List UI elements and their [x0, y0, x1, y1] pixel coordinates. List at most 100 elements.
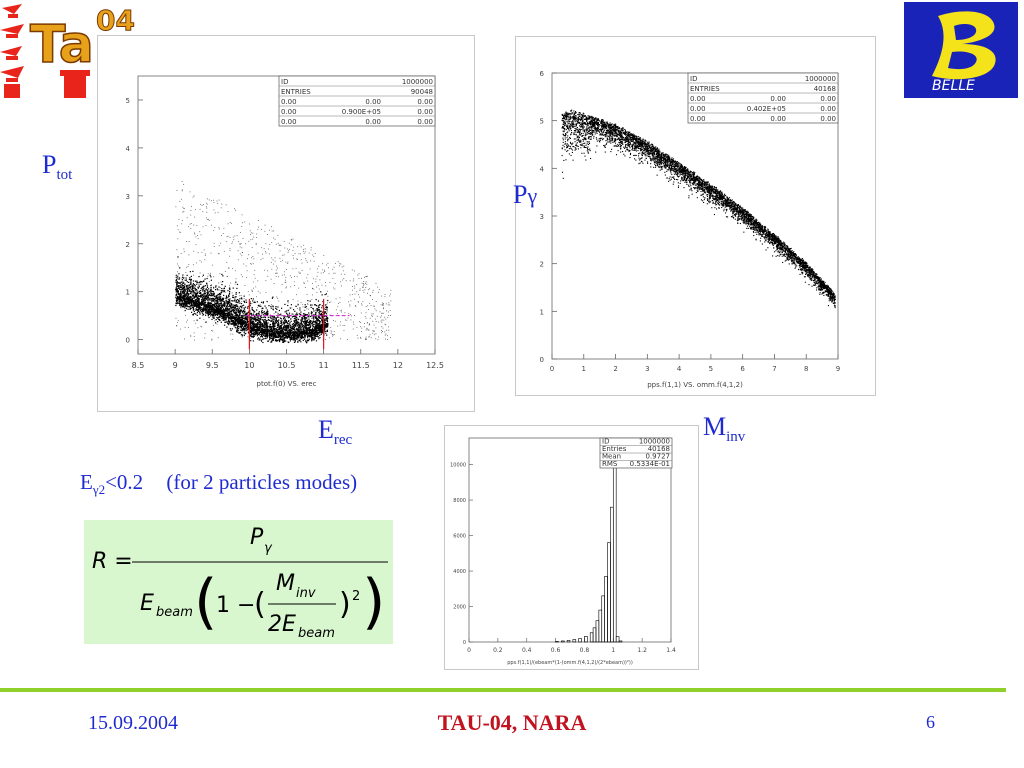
- x-tick-label: 1: [611, 647, 615, 654]
- histogram-bar: [615, 636, 620, 643]
- x-tick-label: 9: [173, 361, 178, 370]
- y-tick-label: 4: [540, 165, 545, 173]
- histogram-bar: [612, 448, 617, 643]
- stats1-cell: 0.00: [281, 118, 297, 126]
- stats3-cell: 1000000: [639, 438, 670, 446]
- minv-label: Minv: [703, 412, 746, 446]
- x-tick-label: 9: [836, 365, 840, 373]
- stats3-cell: RMS: [602, 460, 618, 468]
- y-tick-label: 0: [463, 640, 466, 646]
- footer-conference: TAU-04, NARA: [437, 710, 587, 735]
- stats1-box: [278, 75, 436, 127]
- x-tick-label: 7: [772, 365, 776, 373]
- x-tick-label: 8: [804, 365, 808, 373]
- tau04-logo: Ta 04: [0, 0, 140, 100]
- x-axis-label: pps.f(1,1)/(ebeam*(1-(omm.f(4,1,2)/(2*eb…: [507, 660, 633, 666]
- y-tick-label: 1: [126, 289, 130, 297]
- svg-text:04: 04: [96, 4, 135, 37]
- y-tick-label: 2: [126, 241, 130, 249]
- x-tick-label: 0.2: [493, 647, 503, 654]
- slide-number: 6: [926, 712, 935, 732]
- stats3-cell: 40168: [648, 445, 670, 453]
- pgamma-label: Pγ: [513, 180, 538, 209]
- x-tick-label: 11: [319, 361, 329, 370]
- x-tick-label: 4: [677, 365, 682, 373]
- x-tick-label: 2: [613, 365, 617, 373]
- stats3-cell: 0.9727: [646, 453, 671, 461]
- histogram-bar: [584, 636, 588, 643]
- erec-label: Erec: [318, 415, 353, 449]
- stats1-cell: 0.00: [417, 98, 433, 106]
- tau-logo-text: Ta: [30, 15, 94, 75]
- y-tick-label: 6000: [453, 534, 466, 540]
- y-tick-label: 2000: [453, 605, 466, 611]
- pgamma-vs-minv-plot: 0 1 2 3 4 5 6 7 8 9 0 1 2 3 4 5 6 pps.f(1,1) VS. omm.f(4,…: [515, 36, 876, 396]
- x-tick-label: 5: [709, 365, 713, 373]
- x-tick-label: 1.4: [666, 647, 676, 654]
- histogram-bar: [595, 620, 600, 643]
- x-tick-label: 0.4: [522, 647, 532, 654]
- stats2-cell: 0.00: [820, 95, 836, 103]
- stats2-cell: 1000000: [805, 75, 836, 83]
- ratio-histogram: 0 0.2 0.4 0.6 0.8 1 1.2 1.4 0 2000 4000 6000 8000 100…: [444, 425, 699, 670]
- x-tick-label: 1.2: [637, 647, 647, 654]
- belle-logo-text: BELLE: [932, 78, 975, 94]
- y-tick-label: 8000: [453, 498, 466, 504]
- x-tick-label: 12: [393, 361, 403, 370]
- stats1-cell: 0.900E+05: [342, 108, 381, 116]
- stats3-cell: Entries: [602, 445, 627, 453]
- stats3-cell: Mean: [602, 453, 621, 461]
- stats1-cell: 1000000: [402, 78, 433, 86]
- stats1-cell: ENTRIES: [281, 88, 311, 96]
- histogram-bar: [598, 609, 603, 643]
- x-tick-label: 6: [740, 365, 745, 373]
- y-tick-label: 6: [540, 70, 545, 78]
- y-tick-label: 5: [540, 118, 544, 126]
- y-tick-label: 5: [126, 97, 130, 105]
- stats2-cell: 0.00: [770, 95, 786, 103]
- stats2-cell: ID: [690, 75, 697, 83]
- stats1-cell: 0.00: [281, 98, 297, 106]
- x-axis-label: pps.f(1,1) VS. omm.f(4,1,2): [647, 381, 743, 389]
- histogram-bar: [592, 627, 597, 643]
- x-tick-label: 8.5: [132, 361, 145, 370]
- histogram-bar: [589, 632, 594, 643]
- x-tick-label: 3: [645, 365, 649, 373]
- stats2-cell: 0.402E+05: [747, 105, 786, 113]
- ptot-vs-erec-plot: 8.5 9 9.5 10 10.5 11 11.5 12 12.5 0 1 2 3 4 5 ptot.f(0)…: [97, 35, 475, 412]
- stats1-cell: 90048: [411, 88, 433, 96]
- stats2-box: [687, 72, 839, 124]
- y-tick-label: 10000: [450, 463, 466, 469]
- formula-numerator: P: [250, 525, 264, 550]
- photon-energy-cut: Eγ2<0.2 (for 2 particles modes): [80, 470, 358, 498]
- histogram-bar: [555, 641, 559, 643]
- stats1-cell: 0.00: [281, 108, 297, 116]
- y-tick-label: 4: [126, 145, 131, 153]
- stats2-cell: 0.00: [690, 105, 706, 113]
- x-axis-label: ptot.f(0) VS. erec: [257, 380, 317, 388]
- histogram-bar: [607, 542, 611, 643]
- belle-logo: BELLE: [904, 2, 1018, 98]
- stats2-cell: 0.00: [690, 95, 706, 103]
- histogram-bar: [604, 576, 608, 643]
- formula-ebeam: E: [140, 591, 154, 616]
- histogram-bar: [601, 595, 605, 643]
- x-tick-label: 0.6: [551, 647, 561, 654]
- x-tick-label: 1: [582, 365, 586, 373]
- stats3-cell: ID: [602, 438, 609, 446]
- y-tick-label: 0: [540, 356, 544, 364]
- stats2-cell: 0.00: [820, 115, 836, 123]
- histogram-bar: [561, 640, 565, 643]
- stats3-cell: 0.5334E-01: [630, 460, 670, 468]
- histogram-bar: [578, 638, 582, 643]
- ptot-label: Ptot: [42, 150, 73, 184]
- y-tick-label: 3: [126, 193, 130, 201]
- x-tick-label: 9.5: [206, 361, 219, 370]
- histogram-bar: [618, 640, 623, 643]
- x-tick-label: 11.5: [352, 361, 370, 370]
- stats2-cell: 0.00: [770, 115, 786, 123]
- x-tick-label: 12.5: [426, 361, 444, 370]
- x-tick-label: 10: [244, 361, 254, 370]
- ratio-formula: R = P γ E beam ( 1 − ( M inv 2E beam ) 2…: [84, 520, 393, 644]
- stats2-cell: ENTRIES: [690, 85, 720, 93]
